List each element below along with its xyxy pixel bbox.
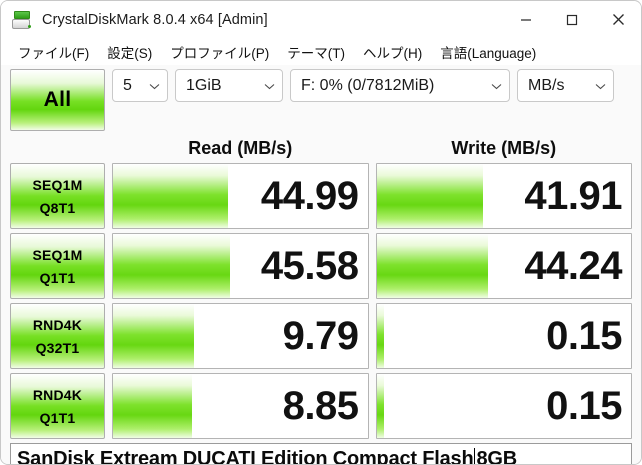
read-score: 9.79 [282, 314, 359, 358]
close-button[interactable] [595, 1, 641, 38]
read-score: 44.99 [260, 174, 359, 218]
read-result-cell: 44.99 [112, 163, 369, 229]
test-label-line2: Q8T1 [39, 199, 76, 216]
read-progress-bar [113, 164, 228, 228]
device-name-text-after-caret: 8GB [476, 447, 518, 465]
drive-select-value: F: 0% (0/7812MiB) [301, 76, 435, 94]
test-count-dropdown[interactable]: 5 [112, 69, 168, 102]
write-result-cell: 0.15 [375, 373, 632, 439]
write-progress-bar [376, 234, 489, 298]
test-label-line1: SEQ1M [32, 246, 83, 263]
unit-dropdown[interactable]: MB/s [517, 69, 614, 102]
read-progress-bar [113, 234, 231, 298]
column-header-write: Write (MB/s) [451, 137, 557, 158]
chevron-down-icon [149, 77, 160, 95]
unit-value: MB/s [528, 76, 565, 94]
text-caret [474, 448, 476, 464]
read-result-cell: 8.85 [112, 373, 369, 439]
chevron-down-icon [264, 77, 275, 95]
write-result-cell: 41.91 [375, 163, 632, 229]
test-size-value: 1GiB [186, 76, 222, 94]
read-score: 8.85 [282, 384, 359, 428]
table-row: RND4K Q1T1 8.85 0.15 [10, 373, 632, 439]
menu-item-settings[interactable]: 設定(S) [107, 45, 153, 61]
write-progress-bar [376, 164, 484, 228]
test-label-line1: RND4K [32, 316, 83, 333]
column-headers: Read (MB/s) Write (MB/s) [10, 135, 632, 161]
toolbar: All 5 1GiB F: 0% (0/7812MiB) [10, 65, 632, 131]
write-progress-bar [376, 374, 385, 438]
read-result-cell: 45.58 [112, 233, 369, 299]
test-label-line1: RND4K [32, 386, 83, 403]
test-size-dropdown[interactable]: 1GiB [175, 69, 283, 102]
column-header-read: Read (MB/s) [188, 137, 293, 158]
test-label-rnd4k-q1t1[interactable]: RND4K Q1T1 [10, 373, 105, 439]
drive-select-dropdown[interactable]: F: 0% (0/7812MiB) [290, 69, 510, 102]
test-label-seq1m-q8t1[interactable]: SEQ1M Q8T1 [10, 163, 105, 229]
test-label-seq1m-q1t1[interactable]: SEQ1M Q1T1 [10, 233, 105, 299]
window-title: CrystalDiskMark 8.0.4 x64 [Admin] [42, 11, 268, 28]
maximize-button[interactable] [549, 1, 595, 38]
write-score: 0.15 [546, 314, 622, 358]
chevron-down-icon [595, 77, 606, 95]
read-progress-bar [113, 304, 195, 368]
results-table: SEQ1M Q8T1 44.99 41.91 SEQ1M Q1T1 [10, 163, 632, 439]
table-row: RND4K Q32T1 9.79 0.15 [10, 303, 632, 369]
run-all-button[interactable]: All [10, 69, 105, 131]
chevron-down-icon [491, 77, 502, 95]
device-name-text-before-caret: SanDisk Extream DUCATI Edition Compact F… [17, 447, 474, 465]
test-label-rnd4k-q32t1[interactable]: RND4K Q32T1 [10, 303, 105, 369]
write-result-cell: 0.15 [375, 303, 632, 369]
crystaldiskmark-icon [12, 10, 32, 30]
write-score: 44.24 [524, 244, 622, 288]
menu-bar: ファイル(F) 設定(S) プロファイル(P) テーマ(T) ヘルプ(H) 言語… [1, 38, 641, 65]
write-score: 41.91 [524, 174, 622, 218]
menu-item-file[interactable]: ファイル(F) [18, 45, 90, 61]
read-progress-bar [113, 374, 192, 438]
menu-item-theme[interactable]: テーマ(T) [287, 45, 345, 61]
test-label-line2: Q1T1 [39, 409, 76, 426]
read-score: 45.58 [260, 244, 359, 288]
test-label-line1: SEQ1M [32, 176, 83, 193]
minimize-button[interactable] [503, 1, 549, 38]
read-result-cell: 9.79 [112, 303, 369, 369]
write-result-cell: 44.24 [375, 233, 632, 299]
menu-item-help[interactable]: ヘルプ(H) [363, 45, 423, 61]
menu-item-language[interactable]: 言語(Language) [440, 45, 537, 61]
test-label-line2: Q1T1 [39, 269, 76, 286]
write-progress-bar [376, 304, 385, 368]
table-row: SEQ1M Q8T1 44.99 41.91 [10, 163, 632, 229]
title-bar: CrystalDiskMark 8.0.4 x64 [Admin] [1, 1, 641, 38]
device-name-input[interactable]: SanDisk Extream DUCATI Edition Compact F… [10, 443, 632, 465]
test-label-line2: Q32T1 [35, 339, 80, 356]
menu-item-profile[interactable]: プロファイル(P) [170, 45, 270, 61]
main-content: All 5 1GiB F: 0% (0/7812MiB) [1, 65, 641, 465]
test-count-value: 5 [123, 76, 132, 94]
window-controls [503, 1, 641, 38]
table-row: SEQ1M Q1T1 45.58 44.24 [10, 233, 632, 299]
write-score: 0.15 [546, 384, 622, 428]
